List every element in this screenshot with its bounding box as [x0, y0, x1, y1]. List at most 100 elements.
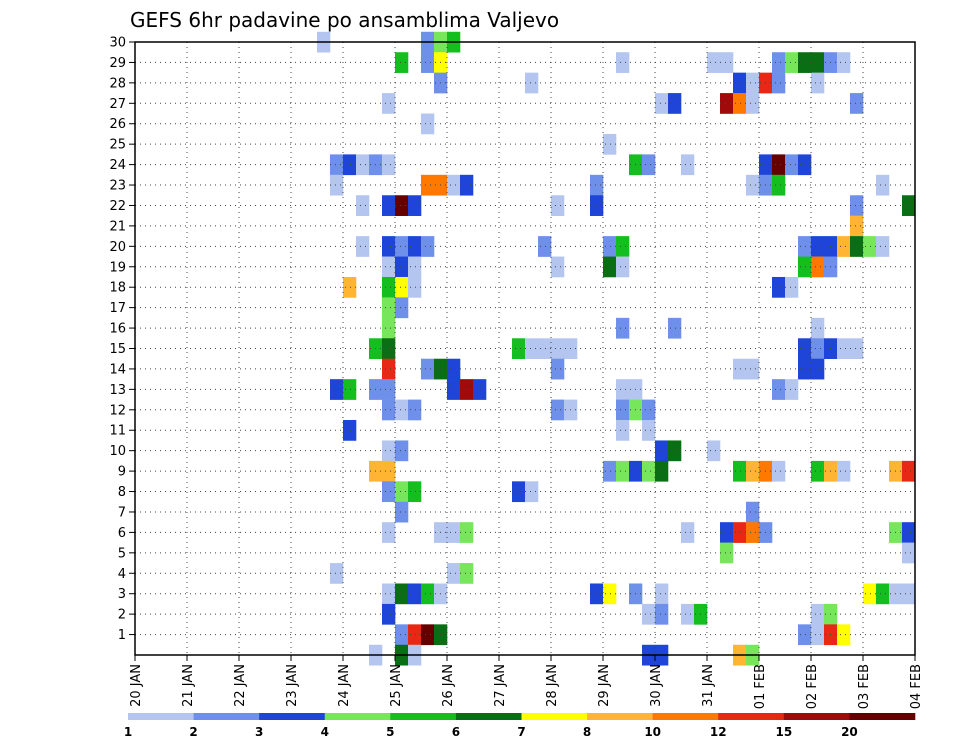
legend-label: 20	[841, 725, 858, 739]
y-tick-label: 11	[109, 424, 126, 439]
y-tick-label: 28	[109, 76, 126, 91]
heatmap-cell	[837, 338, 851, 360]
heatmap-cell	[330, 379, 344, 400]
heatmap-cell	[811, 72, 825, 94]
heatmap-cell	[395, 481, 409, 503]
x-tick-label: 23 JAN	[285, 664, 300, 707]
heatmap-cell	[876, 174, 890, 196]
heatmap-cell	[681, 603, 695, 625]
heatmap-cell	[772, 379, 786, 400]
heatmap-cell	[382, 276, 396, 298]
x-tick-label: 22 JAN	[233, 664, 248, 707]
y-tick-label: 27	[109, 97, 126, 112]
heatmap-cells	[317, 31, 916, 666]
heatmap-cell	[395, 256, 409, 278]
y-tick-label: 19	[109, 260, 126, 275]
heatmap-cell	[395, 195, 409, 216]
y-tick-label: 18	[109, 281, 126, 296]
heatmap-cell	[668, 317, 682, 339]
heatmap-cell	[408, 256, 422, 278]
heatmap-cell	[382, 481, 396, 503]
heatmap-cell	[837, 236, 851, 257]
legend-label: 4	[321, 725, 329, 739]
legend-label: 7	[517, 725, 525, 739]
heatmap-cell	[785, 276, 799, 298]
heatmap-cell	[863, 236, 877, 257]
heatmap-cell	[772, 72, 786, 94]
heatmap-cell	[720, 93, 734, 114]
heatmap-cell	[512, 338, 526, 360]
heatmap-cell	[772, 154, 786, 176]
heatmap-cell	[811, 236, 825, 257]
heatmap-cell	[863, 583, 877, 605]
heatmap-cell	[382, 317, 396, 339]
x-tick-label: 26 JAN	[441, 664, 456, 707]
heatmap-cell	[551, 338, 565, 360]
heatmap-cell	[681, 522, 695, 543]
legend-label: 15	[775, 725, 792, 739]
legend-swatch	[259, 713, 326, 720]
heatmap-cell	[382, 460, 396, 482]
heatmap-cell	[785, 52, 799, 73]
heatmap-cell	[655, 93, 669, 114]
heatmap-cell	[707, 440, 721, 462]
heatmap-cell	[616, 420, 630, 441]
heatmap-cell	[733, 522, 747, 543]
heatmap-cell	[408, 583, 422, 605]
heatmap-cell	[850, 215, 864, 237]
heatmap-cell	[733, 93, 747, 114]
heatmap-cell	[616, 460, 630, 482]
heatmap-cell	[382, 93, 396, 114]
legend-label: 12	[710, 725, 727, 739]
heatmap-cell	[603, 256, 617, 278]
heatmap-cell	[382, 583, 396, 605]
heatmap-cell	[382, 154, 396, 176]
heatmap-cell	[460, 522, 474, 543]
heatmap-cell	[811, 624, 825, 646]
heatmap-cell	[382, 236, 396, 257]
y-tick-label: 1	[118, 628, 126, 643]
heatmap-cell	[382, 338, 396, 360]
heatmap-cell	[720, 542, 734, 564]
heatmap-cell	[746, 460, 760, 482]
heatmap-cell	[837, 624, 851, 646]
heatmap-cell	[343, 276, 357, 298]
heatmap-cell	[382, 195, 396, 216]
heatmap-cell	[395, 52, 409, 73]
y-tick-label: 21	[109, 219, 126, 234]
heatmap-cell	[538, 236, 552, 257]
heatmap-cell	[720, 52, 734, 73]
heatmap-cell	[850, 338, 864, 360]
heatmap-cell	[811, 358, 825, 380]
heatmap-cell	[850, 93, 864, 114]
x-tick-label: 31 JAN	[701, 664, 716, 707]
heatmap-cell	[798, 52, 812, 73]
heatmap-cell	[811, 317, 825, 339]
x-tick-label: 20 JAN	[129, 664, 144, 707]
legend-label: 2	[189, 725, 197, 739]
heatmap-cell	[785, 154, 799, 176]
color-legend: 1 2 3 4 5 6 7 8 10 12 15 20	[124, 713, 916, 739]
heatmap-cell	[902, 522, 916, 543]
heatmap-cell	[408, 276, 422, 298]
legend-swatch	[849, 713, 916, 720]
heatmap-cell	[395, 583, 409, 605]
heatmap-cell	[460, 563, 474, 584]
x-tick-label: 21 JAN	[181, 664, 196, 707]
heatmap-cell	[746, 358, 760, 380]
heatmap-cell	[811, 256, 825, 278]
y-tick-label: 15	[109, 342, 126, 357]
heatmap-cell	[551, 399, 565, 421]
legend-swatch	[455, 713, 522, 720]
heatmap-cell	[460, 174, 474, 196]
heatmap-cell	[603, 133, 617, 155]
heatmap-cell	[421, 358, 435, 380]
x-tick-label: 28 JAN	[545, 664, 560, 707]
heatmap-cell	[421, 624, 435, 646]
heatmap-cell	[421, 174, 435, 196]
heatmap-cell	[603, 460, 617, 482]
heatmap-cell	[655, 583, 669, 605]
heatmap-cell	[421, 236, 435, 257]
heatmap-cell	[447, 522, 461, 543]
y-tick-label: 14	[109, 362, 126, 377]
